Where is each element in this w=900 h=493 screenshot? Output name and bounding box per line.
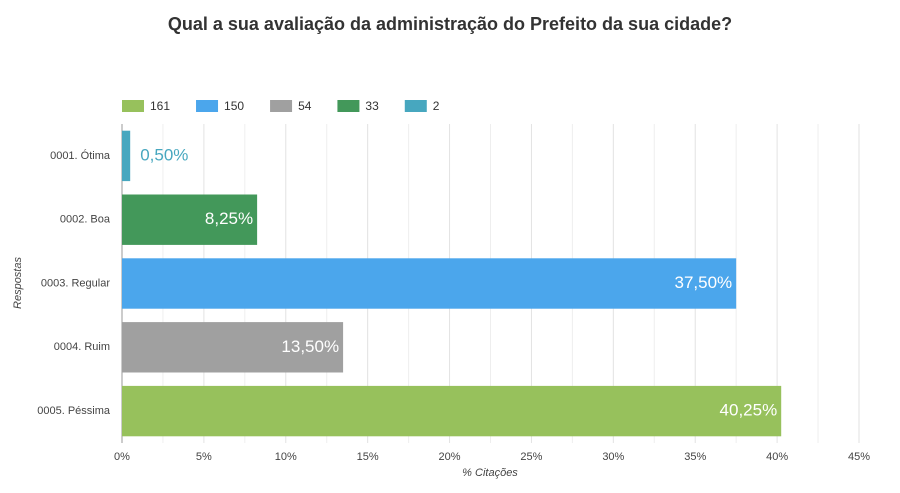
legend-label: 54 (298, 99, 312, 113)
y-tick-label: 0005. Péssima (37, 405, 111, 417)
chart-title: Qual a sua avaliação da administração do… (168, 14, 732, 34)
legend-swatch (270, 100, 293, 112)
x-tick-label: 25% (520, 451, 542, 463)
x-tick-label: 30% (602, 451, 624, 463)
x-tick-label: 20% (439, 451, 461, 463)
x-tick-label: 15% (357, 451, 379, 463)
legend-swatch (122, 100, 144, 112)
x-axis-title: % Citações (462, 467, 518, 479)
x-tick-label: 35% (684, 451, 706, 463)
legend-swatch (196, 100, 219, 112)
bar (122, 130, 131, 182)
data-label: 37,50% (674, 273, 732, 292)
bar (122, 194, 258, 245)
data-label: 0,50% (140, 145, 188, 164)
bar (122, 258, 737, 309)
data-label: 40,25% (720, 401, 778, 420)
x-tick-label: 40% (766, 451, 788, 463)
legend-label: 161 (150, 99, 170, 113)
y-tick-label: 0001. Ótima (50, 149, 111, 162)
y-tick-label: 0002. Boa (60, 214, 111, 226)
x-tick-label: 0% (114, 451, 130, 463)
legend-label: 33 (365, 99, 379, 113)
y-tick-label: 0004. Ruim (54, 341, 110, 353)
bar (122, 385, 782, 437)
y-axis-title: Respostas (12, 257, 24, 309)
legend-swatch (404, 100, 427, 112)
data-label: 8,25% (205, 209, 253, 228)
x-tick-label: 5% (196, 451, 212, 463)
legend-swatch (337, 100, 360, 112)
x-tick-label: 10% (275, 451, 297, 463)
legend-label: 150 (224, 99, 244, 113)
bar (122, 322, 344, 373)
data-label: 13,50% (281, 337, 339, 356)
x-tick-label: 45% (848, 451, 870, 463)
legend-label: 2 (433, 99, 440, 113)
y-tick-label: 0003. Regular (41, 277, 110, 289)
